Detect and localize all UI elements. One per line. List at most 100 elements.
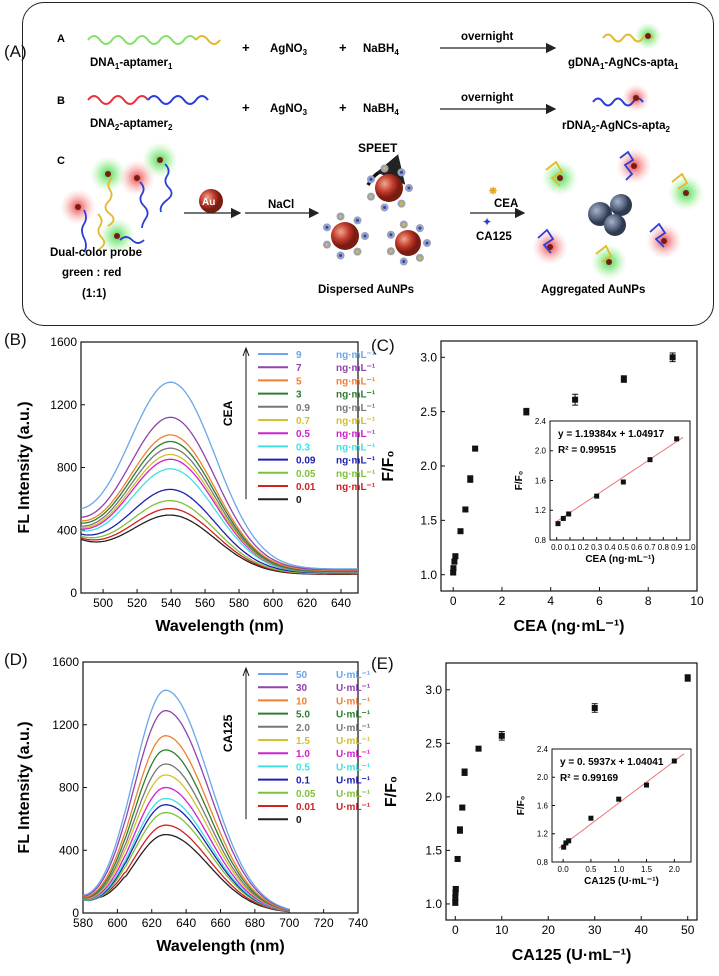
y-tick-label: 800	[57, 461, 77, 475]
probe-core	[631, 163, 637, 169]
chart-d: 580 600 620 640 660 680 700 720 740 0 400 800 1200 16…	[16, 655, 371, 955]
y-tick-label: 1.2	[535, 506, 547, 515]
ligand-dot	[425, 241, 429, 245]
legend-value: 0	[296, 495, 302, 506]
x-tick-label: 640	[331, 596, 351, 610]
legend-unit: U·mL⁻¹	[336, 670, 371, 681]
y-tick-label: 0	[72, 906, 79, 920]
x-tick-label: 0.9	[671, 543, 683, 552]
legend-unit: U·mL⁻¹	[336, 776, 371, 787]
x-tick-label: 680	[245, 916, 265, 930]
spectrum-line	[82, 811, 290, 912]
folded-aptamer	[595, 244, 613, 263]
legend-value: 5	[296, 376, 302, 387]
dual-color-probe-cluster	[60, 142, 178, 254]
probe-label-1: Dual-color probe	[50, 247, 142, 259]
x-tick-label: 560	[195, 596, 215, 610]
spectrum-line	[81, 447, 358, 573]
plot-frame	[82, 661, 359, 914]
probe-core	[606, 259, 612, 265]
y-tick-label: 2.5	[420, 405, 437, 419]
y-axis-label: FL Intensity (a.u.)	[16, 721, 33, 853]
legend-unit: ng·mL⁻¹	[336, 350, 376, 361]
ligand-dot	[402, 222, 406, 226]
legend-unit: ng·mL⁻¹	[336, 429, 376, 440]
x-axis-label: CEA (ng·mL⁻¹)	[585, 554, 654, 565]
spectrum-line	[82, 709, 290, 911]
dna2-aptamer-strand	[87, 95, 149, 105]
x-tick-label: 640	[176, 916, 196, 930]
x-tick-label: 40	[635, 923, 649, 937]
au-nanoparticle-icon	[199, 189, 223, 213]
legend-arrowhead	[242, 666, 250, 677]
speet-label: SPEET	[358, 141, 398, 155]
x-tick-label: 2.0	[669, 865, 681, 874]
legend-value: 10	[296, 696, 308, 707]
spectrum-line	[80, 381, 358, 570]
y-tick-label: 1.5	[420, 514, 437, 528]
ligand-dot	[418, 256, 422, 260]
x-tick-label: 20	[542, 923, 556, 937]
probe-core	[105, 171, 111, 177]
probe-core	[661, 238, 667, 244]
y-tick-label: 2.4	[537, 745, 549, 754]
x-tick-label: 720	[314, 916, 334, 930]
legend-value: 7	[296, 363, 302, 374]
legend-value: 0.7	[296, 416, 310, 427]
probe-core	[547, 244, 553, 250]
dna-strand	[119, 236, 145, 244]
data-point	[671, 758, 677, 764]
data-point	[452, 894, 459, 901]
plot-frame	[445, 662, 698, 921]
data-point	[566, 838, 572, 844]
y-tick-label: 1.0	[420, 568, 437, 582]
dna1-aptamer-strand	[87, 35, 197, 45]
data-point	[459, 804, 466, 811]
y-tick-label: 1.6	[537, 801, 549, 810]
scheme-a: A DNA1-aptamer1 + AgNO3 + NaBH4 overnigh…	[50, 22, 704, 300]
spectrum-line	[82, 689, 290, 910]
legend-unit: U·mL⁻¹	[336, 749, 371, 760]
legend-unit: U·mL⁻¹	[336, 762, 371, 773]
spectrum-line	[80, 458, 358, 573]
gdna1-product-strand	[602, 33, 654, 43]
row-a-agno3: AgNO3	[270, 43, 308, 57]
legend-value: 0.5	[296, 762, 310, 773]
data-point	[572, 396, 579, 403]
row-b-agno3: AgNO3	[270, 103, 308, 117]
folded-aptamer	[671, 172, 689, 190]
data-point	[462, 506, 469, 513]
ligand-dot	[355, 250, 359, 254]
x-tick-label: 0.5	[585, 865, 597, 874]
legend-unit: ng·mL⁻¹	[336, 390, 376, 401]
x-tick-label: 4	[547, 594, 554, 608]
data-point	[647, 457, 653, 463]
data-point	[450, 565, 457, 572]
x-tick-label: 0.0	[551, 543, 563, 552]
spectrum-line	[82, 749, 290, 911]
panel-b-label: (B)	[4, 330, 27, 349]
x-tick-label: 660	[210, 916, 230, 930]
x-tick-label: 1.0	[684, 543, 696, 552]
spectrum-line	[80, 499, 358, 575]
row-a-arrow-label: overnight	[461, 31, 514, 43]
chart-c: 0 2 4 6 8 10 1.0 1.5 2.0 2.5 3.0 CEA (ng·mL⁻¹) F/F₀ 0…	[380, 340, 704, 635]
spectrum-line	[80, 416, 358, 571]
legend-value: 5.0	[296, 710, 310, 721]
y-tick-label: 2.0	[425, 790, 442, 804]
legend-unit: ng·mL⁻¹	[336, 482, 376, 493]
spectrum-line	[81, 434, 358, 572]
x-tick-label: 1.0	[613, 865, 625, 874]
au-nanoparticle	[395, 230, 421, 256]
data-point	[594, 493, 600, 499]
ca125-label: CA125	[476, 231, 512, 243]
y-tick-label: 2.0	[535, 447, 547, 456]
panel-a-frame	[22, 2, 714, 326]
y-tick-label: 1600	[50, 335, 77, 349]
data-point	[452, 899, 459, 906]
x-tick-label: 0.7	[644, 543, 656, 552]
ligand-dot	[383, 205, 387, 209]
x-axis-label: CEA (ng·mL⁻¹)	[514, 618, 625, 635]
panel-e-label: (E)	[371, 654, 394, 673]
dna-strand	[139, 181, 149, 229]
